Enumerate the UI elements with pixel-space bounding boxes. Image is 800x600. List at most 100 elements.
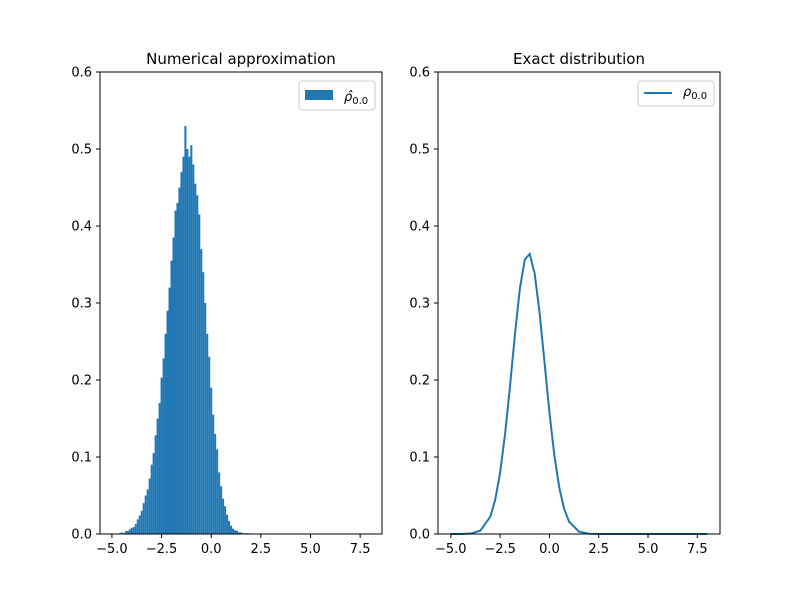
y-tick-label: 0.6 <box>409 66 430 81</box>
histogram-bar <box>160 377 163 534</box>
x-tick-label: 5.0 <box>638 542 659 557</box>
histogram-bar <box>130 527 133 534</box>
histogram-bar <box>164 333 167 534</box>
histogram-bar <box>236 530 239 534</box>
histogram-bar <box>128 529 131 534</box>
histogram-bar <box>170 260 173 534</box>
histogram-bar <box>152 453 155 534</box>
x-axis: −5.0 −2.5 0.0 2.5 5.0 7.5 <box>435 534 708 557</box>
histogram-bar <box>176 202 179 534</box>
histogram-bar <box>154 435 157 534</box>
histogram-bars <box>118 125 250 535</box>
histogram-bar <box>178 187 181 534</box>
legend-label: ρ̂0.0 <box>344 90 368 107</box>
histogram-bar <box>172 237 175 535</box>
x-tick-label: 2.5 <box>251 542 272 557</box>
histogram-bar <box>190 145 193 534</box>
density-line <box>450 251 708 535</box>
panel-numerical-approximation: Numerical approximation 0.00.10.20.30.40… <box>71 50 383 557</box>
plot-frame <box>99 71 383 535</box>
histogram-bar <box>174 210 177 534</box>
histogram-bar <box>168 287 171 534</box>
histogram-bar <box>204 303 207 534</box>
histogram-bar <box>226 514 229 534</box>
histogram-bar <box>224 506 227 534</box>
x-tick-label: 7.5 <box>350 542 371 557</box>
y-tick-label: 0.0 <box>409 528 430 543</box>
y-tick-label: 0.4 <box>71 220 92 235</box>
histogram-bar <box>132 527 135 534</box>
legend-label-main: ρ <box>683 85 692 100</box>
histogram-bar <box>126 530 129 534</box>
x-tick-label: −5.0 <box>96 542 128 557</box>
legend-box <box>298 80 376 111</box>
x-tick-label: 5.0 <box>300 542 321 557</box>
histogram-bar <box>220 486 223 534</box>
histogram-bar <box>198 214 201 534</box>
x-tick-label: −2.5 <box>484 542 516 557</box>
histogram-bar <box>240 532 242 534</box>
histogram-bar <box>180 172 183 534</box>
histogram-bar <box>136 519 139 534</box>
panel-exact-distribution: Exact distribution 0.0 0.1 0.2 0.3 0.4 0.5 0.6… <box>409 50 721 557</box>
x-tick-label: 0.0 <box>539 542 560 557</box>
x-tick-label: −5.0 <box>435 542 467 557</box>
legend: ρ̂0.0 <box>298 80 376 111</box>
y-axis: 0.0 0.1 0.2 0.3 0.4 0.5 0.6 <box>409 66 438 543</box>
y-tick-label: 0.5 <box>409 143 430 158</box>
histogram-bar <box>182 156 185 534</box>
histogram-bar <box>210 387 213 534</box>
histogram-bar <box>148 478 151 534</box>
histogram-bar <box>158 403 161 534</box>
y-tick-label: 0.1 <box>71 451 92 466</box>
legend-label-sub: 0.0 <box>691 91 707 102</box>
histogram-bar <box>202 272 205 534</box>
histogram-bar <box>216 449 219 534</box>
histogram-bar <box>228 520 231 534</box>
histogram-bar <box>192 164 195 534</box>
histogram-bar <box>206 333 209 534</box>
histogram-bar <box>120 532 123 534</box>
histogram-bar <box>214 433 217 534</box>
x-tick-label: −2.5 <box>146 542 178 557</box>
x-tick-label: 2.5 <box>588 542 609 557</box>
y-tick-label: 0.2 <box>71 374 92 389</box>
y-tick-label: 0.2 <box>409 374 430 389</box>
legend-label-main: ρ̂ <box>344 90 353 105</box>
x-axis: −5.0 −2.5 0.0 2.5 5.0 7.5 <box>96 534 370 557</box>
y-tick-label: 0.6 <box>71 66 92 81</box>
histogram-bar <box>146 489 149 534</box>
histogram-bar <box>238 532 241 534</box>
histogram-bar <box>184 125 187 535</box>
histogram-bar <box>166 310 169 534</box>
histogram-bar <box>142 503 145 534</box>
histogram-bar <box>150 464 153 534</box>
y-axis: 0.0 0.1 0.2 0.3 0.4 0.5 0.6 <box>71 66 100 543</box>
histogram-bar <box>194 183 197 534</box>
y-tick-label: 0.3 <box>409 297 430 312</box>
y-tick-label: 0.5 <box>71 143 92 158</box>
histogram-bar <box>212 414 215 534</box>
histogram-bar <box>138 515 141 534</box>
histogram-bar <box>140 510 143 534</box>
y-tick-label: 0.3 <box>71 297 92 312</box>
histogram-bar <box>200 249 203 534</box>
chart-title: Exact distribution <box>513 50 645 68</box>
histogram-bar <box>196 195 199 534</box>
histogram-bar <box>124 530 127 534</box>
legend-label-sub: 0.0 <box>352 96 368 107</box>
histogram-bar <box>156 418 159 534</box>
histogram-bar <box>162 358 165 534</box>
plot-frame <box>437 71 721 535</box>
legend: ρ0.0 <box>637 80 715 107</box>
histogram-bar <box>134 523 137 534</box>
histogram-bar <box>208 356 211 534</box>
histogram-bar <box>144 495 147 534</box>
histogram-bar <box>186 149 189 534</box>
histogram-bar <box>232 528 235 534</box>
y-tick-label: 0.0 <box>71 528 92 543</box>
histogram-bar <box>222 498 225 534</box>
chart-title: Numerical approximation <box>146 50 336 68</box>
histogram-bar <box>230 525 233 534</box>
